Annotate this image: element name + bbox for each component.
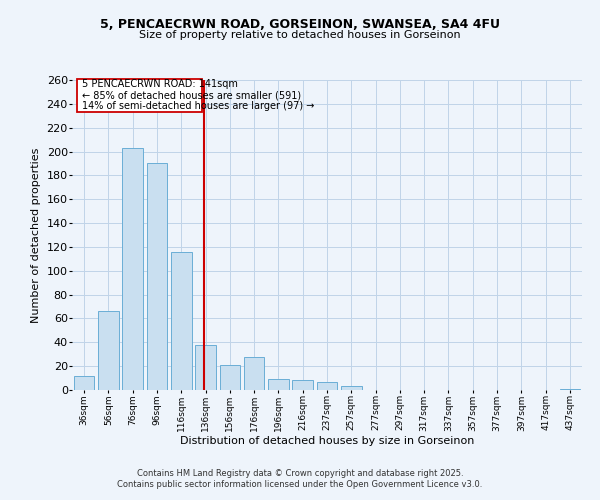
Bar — [317, 382, 337, 390]
Bar — [74, 376, 94, 390]
Bar — [171, 252, 191, 390]
Bar — [560, 389, 580, 390]
Y-axis label: Number of detached properties: Number of detached properties — [31, 148, 41, 322]
Bar — [195, 344, 216, 390]
Text: 14% of semi-detached houses are larger (97) →: 14% of semi-detached houses are larger (… — [82, 101, 314, 111]
Text: 5 PENCAECRWN ROAD: 141sqm: 5 PENCAECRWN ROAD: 141sqm — [82, 80, 238, 90]
Bar — [244, 356, 265, 390]
X-axis label: Distribution of detached houses by size in Gorseinon: Distribution of detached houses by size … — [180, 436, 474, 446]
Bar — [341, 386, 362, 390]
Bar — [292, 380, 313, 390]
Text: ← 85% of detached houses are smaller (591): ← 85% of detached houses are smaller (59… — [82, 90, 301, 100]
Text: 5, PENCAECRWN ROAD, GORSEINON, SWANSEA, SA4 4FU: 5, PENCAECRWN ROAD, GORSEINON, SWANSEA, … — [100, 18, 500, 30]
Bar — [146, 164, 167, 390]
Bar — [122, 148, 143, 390]
Text: Contains HM Land Registry data © Crown copyright and database right 2025.: Contains HM Land Registry data © Crown c… — [137, 468, 463, 477]
Text: Contains public sector information licensed under the Open Government Licence v3: Contains public sector information licen… — [118, 480, 482, 489]
Bar — [98, 312, 119, 390]
Bar — [220, 365, 240, 390]
Text: Size of property relative to detached houses in Gorseinon: Size of property relative to detached ho… — [139, 30, 461, 40]
Bar — [268, 380, 289, 390]
FancyBboxPatch shape — [77, 79, 202, 112]
